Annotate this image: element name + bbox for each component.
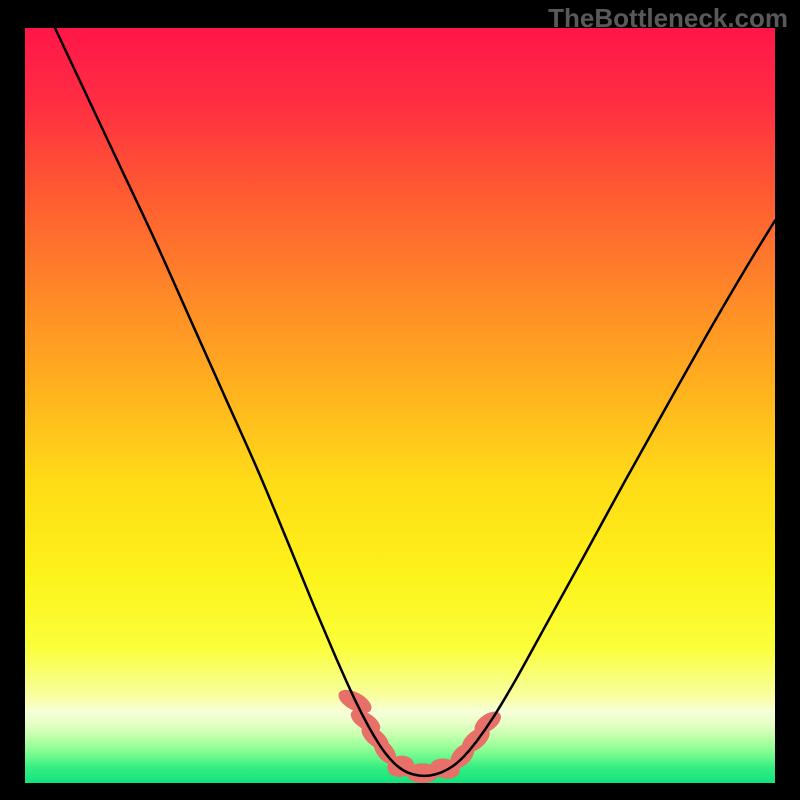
- chart-svg: [25, 28, 775, 783]
- main-v-curve: [55, 28, 775, 776]
- plot-area: [25, 28, 775, 783]
- canvas-root: TheBottleneck.com: [0, 0, 800, 800]
- trough-marker-group: [335, 685, 505, 783]
- watermark-text: TheBottleneck.com: [548, 3, 788, 34]
